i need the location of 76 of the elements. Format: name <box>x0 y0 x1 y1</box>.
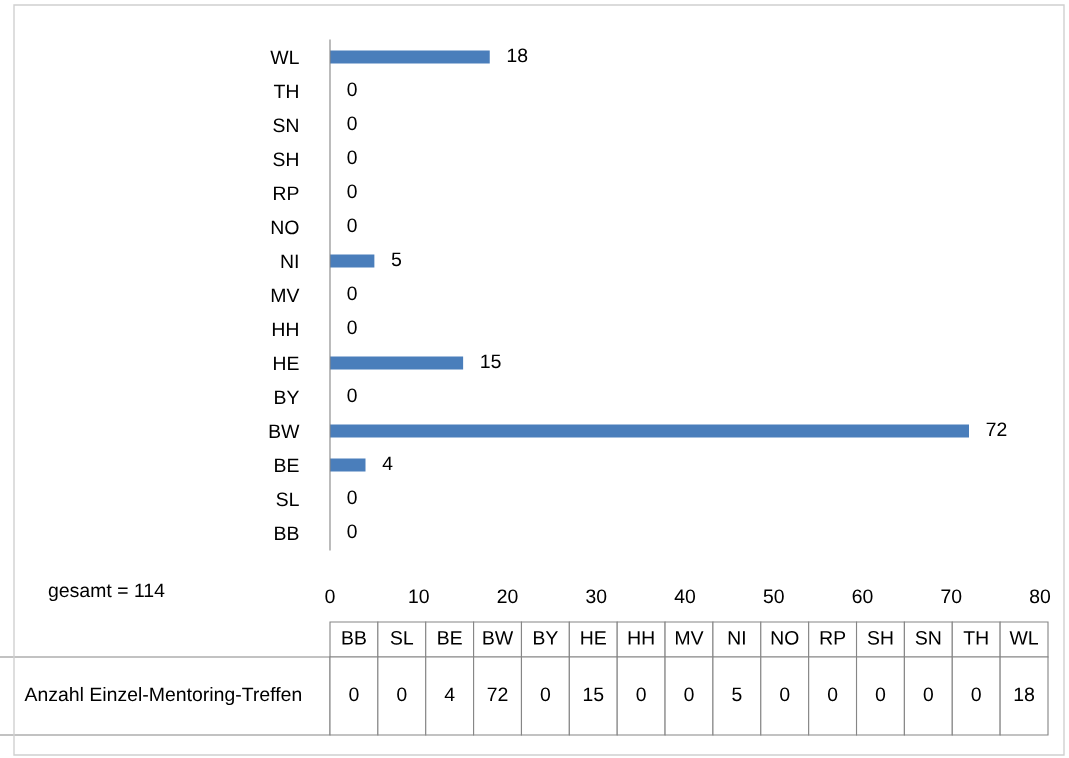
data-label: 0 <box>347 286 357 301</box>
data-label: 4 <box>444 687 455 702</box>
bar <box>330 254 375 268</box>
data-label: 0 <box>347 184 357 199</box>
y-tick-label: TH <box>273 84 298 99</box>
data-label: 0 <box>347 524 357 539</box>
data-label: 0 <box>347 490 357 505</box>
data-label: 0 <box>349 687 359 702</box>
category-label: NO <box>771 630 799 645</box>
category-label: BE <box>438 631 462 645</box>
x-tick-label: 70 <box>941 589 962 604</box>
data-label: 5 <box>732 687 742 702</box>
y-tick-label: BB <box>275 526 299 541</box>
x-tick-label: 60 <box>852 589 873 604</box>
data-label: 0 <box>780 687 790 702</box>
data-label: 15 <box>481 354 501 369</box>
bar <box>330 50 490 64</box>
data-label: 0 <box>347 218 357 233</box>
x-tick-label: 40 <box>674 589 696 604</box>
y-tick-label: BW <box>269 424 300 439</box>
y-tick-label: WL <box>270 50 299 65</box>
x-tick-label: 20 <box>497 589 518 604</box>
data-label: 0 <box>684 687 694 702</box>
data-label: 0 <box>923 687 933 702</box>
category-label: SL <box>390 630 414 645</box>
y-tick-label: BY <box>275 390 300 405</box>
data-label: 0 <box>347 116 357 131</box>
category-label: TH <box>963 631 988 645</box>
category-label: NI <box>728 631 745 645</box>
y-tick-label: NI <box>281 254 298 269</box>
x-tick-label: 10 <box>409 589 429 604</box>
data-label: 72 <box>487 687 508 702</box>
y-tick-label: NO <box>271 220 299 235</box>
category-label: BY <box>534 631 558 645</box>
category-label: SN <box>915 630 941 645</box>
bar <box>330 356 464 370</box>
y-tick-label: SH <box>273 152 298 167</box>
y-tick-label: HH <box>272 322 298 337</box>
x-tick-label: 30 <box>586 589 607 604</box>
bar <box>330 458 366 472</box>
data-label: 0 <box>971 687 981 702</box>
y-tick-label: RP <box>274 186 299 201</box>
y-tick-label: SN <box>273 118 298 133</box>
y-tick-label: BE <box>275 458 299 473</box>
data-label: 0 <box>347 82 357 97</box>
x-tick-label: 0 <box>325 589 335 604</box>
x-tick-label: 50 <box>763 589 784 604</box>
text: gesamt = 114 <box>48 583 165 602</box>
category-label: WL <box>1009 631 1038 645</box>
data-label: 0 <box>827 687 838 702</box>
category-label: HE <box>581 631 606 645</box>
bar <box>330 424 969 438</box>
data-label: 0 <box>397 687 407 702</box>
category-label: SH <box>867 630 893 645</box>
y-tick-label: MV <box>271 288 300 303</box>
category-label: BW <box>483 631 514 645</box>
data-label: 72 <box>986 422 1007 437</box>
data-label: 18 <box>1014 687 1035 702</box>
data-label: 0 <box>636 687 646 702</box>
data-label: 4 <box>382 456 393 471</box>
data-label: 0 <box>347 150 357 165</box>
data-label: 0 <box>540 687 551 702</box>
data-label: 5 <box>391 252 402 267</box>
category-label: HH <box>628 631 654 645</box>
category-label: BB <box>342 631 366 645</box>
category-label: RP <box>820 631 846 645</box>
x-tick-label: 80 <box>1030 589 1051 604</box>
data-label: 18 <box>507 48 528 63</box>
data-label: 15 <box>583 687 604 702</box>
series-label: Anzahl Einzel-Mentoring-Treffen <box>24 686 301 706</box>
y-tick-label: HE <box>274 356 299 371</box>
y-tick-label: SL <box>276 492 299 507</box>
category-label: MV <box>676 631 704 645</box>
data-label: 0 <box>875 687 886 702</box>
data-label: 0 <box>347 320 357 335</box>
data-label: 0 <box>347 388 357 403</box>
